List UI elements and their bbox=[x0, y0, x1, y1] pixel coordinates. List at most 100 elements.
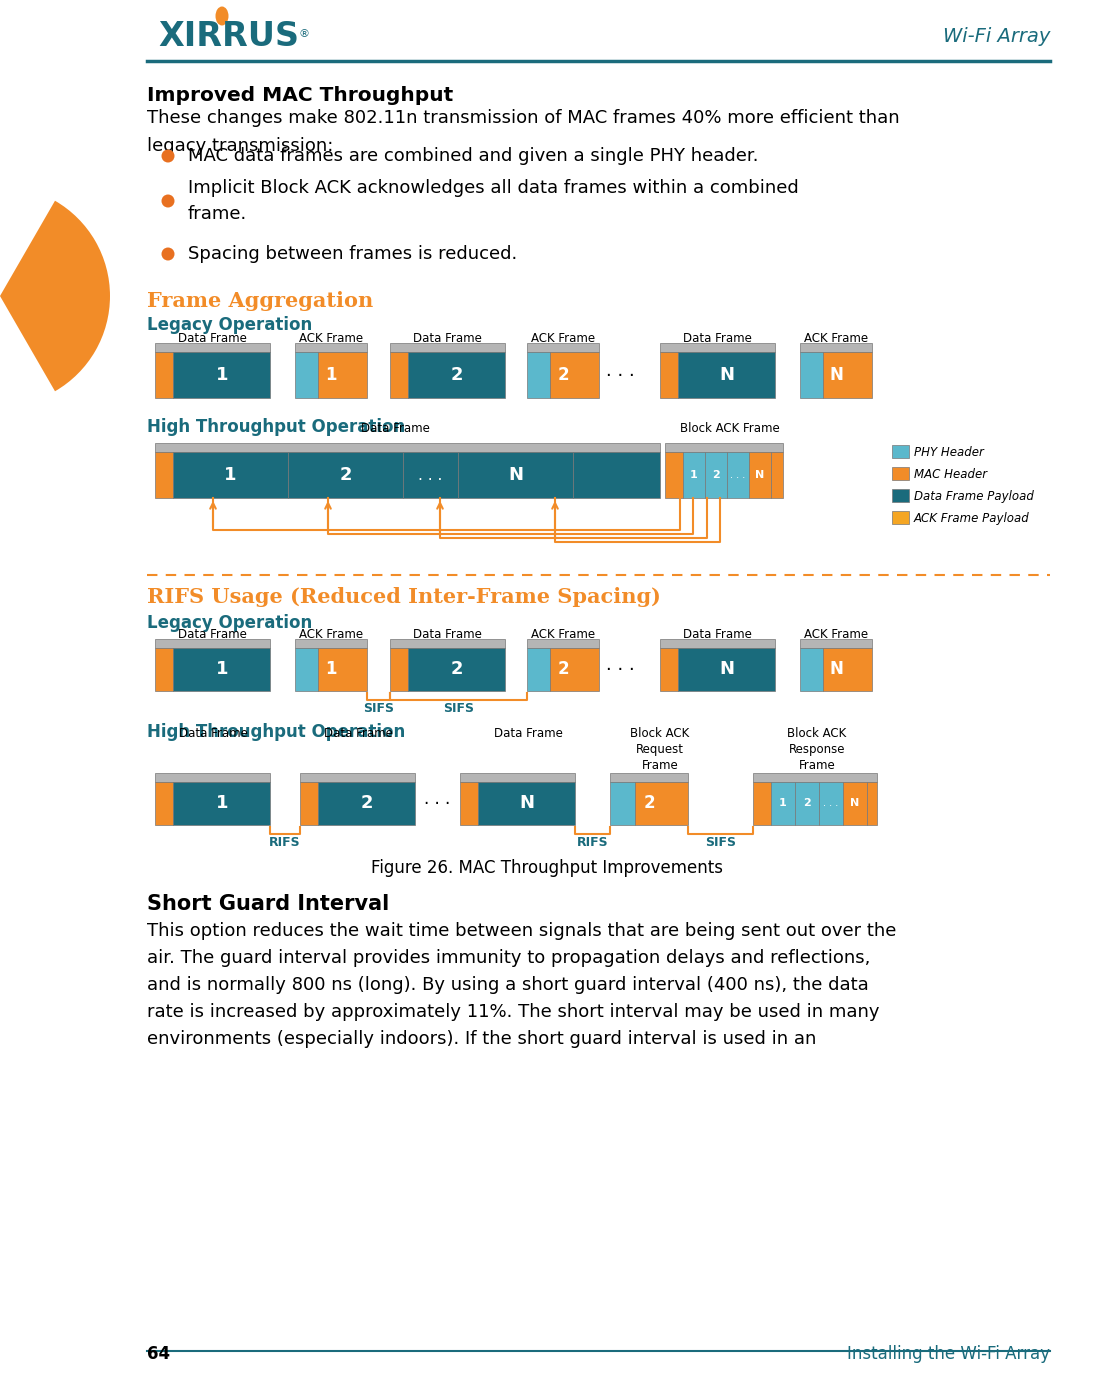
Text: Block ACK Frame: Block ACK Frame bbox=[680, 423, 780, 435]
Bar bbox=[705, 453, 728, 499]
Text: XIRRUS: XIRRUS bbox=[158, 19, 299, 52]
Text: 2: 2 bbox=[712, 470, 720, 481]
Text: . . .: . . . bbox=[824, 798, 839, 808]
Text: Short Guard Interval: Short Guard Interval bbox=[147, 894, 389, 914]
Circle shape bbox=[162, 149, 175, 163]
Bar bbox=[389, 342, 505, 352]
Bar bbox=[155, 443, 660, 453]
Text: MAC Header: MAC Header bbox=[913, 468, 987, 481]
Bar bbox=[155, 639, 270, 648]
Text: Block ACK
Response
Frame: Block ACK Response Frame bbox=[788, 726, 847, 772]
Text: 1: 1 bbox=[690, 470, 698, 481]
Bar bbox=[573, 453, 660, 499]
Bar bbox=[610, 782, 635, 824]
Bar bbox=[295, 648, 318, 690]
Text: 2: 2 bbox=[557, 366, 569, 384]
Text: Data Frame: Data Frame bbox=[493, 726, 562, 740]
Text: 2: 2 bbox=[803, 798, 811, 808]
Text: 64: 64 bbox=[147, 1345, 171, 1363]
Text: Data Frame Payload: Data Frame Payload bbox=[913, 489, 1034, 503]
Text: Wi-Fi Array: Wi-Fi Array bbox=[943, 26, 1050, 46]
Text: RIFS: RIFS bbox=[269, 836, 301, 849]
Text: 2: 2 bbox=[557, 660, 569, 678]
Text: ACK Frame Payload: ACK Frame Payload bbox=[913, 511, 1029, 525]
Bar bbox=[174, 782, 270, 824]
Bar bbox=[155, 342, 270, 352]
Text: Figure 26. MAC Throughput Improvements: Figure 26. MAC Throughput Improvements bbox=[371, 859, 723, 877]
Bar bbox=[823, 352, 872, 398]
Text: N: N bbox=[719, 660, 734, 678]
Text: This option reduces the wait time between signals that are being sent out over t: This option reduces the wait time betwee… bbox=[147, 923, 896, 1048]
Bar bbox=[155, 773, 270, 782]
Bar bbox=[408, 648, 505, 690]
Bar bbox=[800, 648, 823, 690]
Text: N: N bbox=[719, 366, 734, 384]
Text: Data Frame: Data Frame bbox=[178, 726, 247, 740]
Bar bbox=[173, 453, 288, 499]
Text: 2: 2 bbox=[360, 794, 373, 812]
Bar bbox=[660, 352, 678, 398]
Bar bbox=[295, 342, 366, 352]
Text: Installing the Wi-Fi Array: Installing the Wi-Fi Array bbox=[847, 1345, 1050, 1363]
Text: These changes make 802.11n transmission of MAC frames 40% more efficient than
le: These changes make 802.11n transmission … bbox=[147, 109, 899, 155]
Text: Block ACK
Request
Frame: Block ACK Request Frame bbox=[630, 726, 689, 772]
Text: . . .: . . . bbox=[731, 470, 746, 481]
Text: . . .: . . . bbox=[606, 362, 635, 380]
Text: ACK Frame: ACK Frame bbox=[299, 331, 363, 345]
Text: 1: 1 bbox=[216, 660, 228, 678]
Bar bbox=[753, 782, 771, 824]
Text: 2: 2 bbox=[451, 366, 463, 384]
Text: . . .: . . . bbox=[606, 656, 635, 674]
Bar bbox=[300, 782, 318, 824]
Text: ACK Frame: ACK Frame bbox=[804, 628, 868, 641]
Bar bbox=[892, 467, 909, 481]
Text: 1: 1 bbox=[216, 794, 228, 812]
Bar bbox=[459, 773, 575, 782]
Text: 1: 1 bbox=[779, 798, 787, 808]
Bar bbox=[300, 773, 415, 782]
Circle shape bbox=[162, 195, 175, 207]
Text: Data Frame: Data Frame bbox=[178, 628, 247, 641]
Bar bbox=[800, 342, 872, 352]
Bar bbox=[753, 773, 877, 782]
Text: 2: 2 bbox=[339, 467, 352, 485]
Text: High Throughput Operation: High Throughput Operation bbox=[147, 724, 405, 742]
Bar bbox=[550, 352, 600, 398]
Bar bbox=[295, 352, 318, 398]
Bar bbox=[155, 782, 174, 824]
Bar bbox=[665, 443, 783, 453]
Text: ACK Frame: ACK Frame bbox=[804, 331, 868, 345]
Text: 1: 1 bbox=[325, 366, 337, 384]
Bar bbox=[728, 453, 749, 499]
Bar bbox=[527, 639, 600, 648]
Text: 1: 1 bbox=[325, 660, 337, 678]
Text: SIFS: SIFS bbox=[363, 702, 394, 715]
Bar bbox=[318, 648, 366, 690]
Text: . . .: . . . bbox=[418, 468, 443, 483]
Bar bbox=[389, 639, 505, 648]
Bar bbox=[389, 352, 408, 398]
Bar bbox=[683, 453, 705, 499]
Text: RIFS: RIFS bbox=[577, 836, 608, 849]
Ellipse shape bbox=[216, 7, 229, 25]
Bar bbox=[819, 782, 843, 824]
Bar bbox=[635, 782, 688, 824]
Bar bbox=[771, 453, 783, 499]
Bar bbox=[295, 639, 366, 648]
Text: 1: 1 bbox=[216, 366, 228, 384]
Text: ACK Frame: ACK Frame bbox=[299, 628, 363, 641]
Text: N: N bbox=[520, 794, 534, 812]
Bar bbox=[458, 453, 573, 499]
Text: Data Frame: Data Frame bbox=[324, 726, 393, 740]
Text: 2: 2 bbox=[451, 660, 463, 678]
Bar bbox=[892, 489, 909, 503]
Bar bbox=[892, 511, 909, 523]
Bar bbox=[892, 445, 909, 458]
Bar bbox=[800, 639, 872, 648]
Text: N: N bbox=[508, 467, 523, 485]
Text: Legacy Operation: Legacy Operation bbox=[147, 615, 312, 632]
Text: Implicit Block ACK acknowledges all data frames within a combined
frame.: Implicit Block ACK acknowledges all data… bbox=[188, 178, 799, 224]
Bar bbox=[318, 782, 415, 824]
Bar bbox=[795, 782, 819, 824]
Text: Legacy Operation: Legacy Operation bbox=[147, 316, 312, 334]
